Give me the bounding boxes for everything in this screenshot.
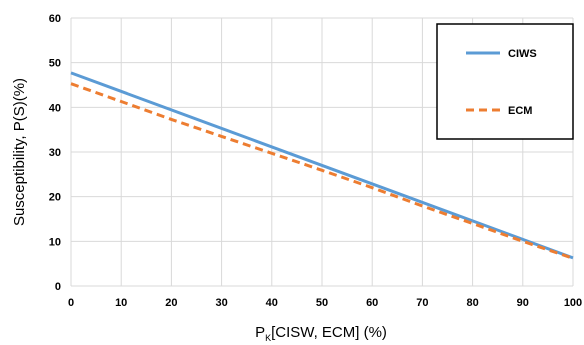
x-axis-title-prefix: P	[255, 324, 265, 341]
x-tick-label: 70	[416, 297, 428, 309]
x-axis-title-subscript: K	[265, 333, 271, 343]
x-axis-title: PK[CISW, ECM] (%)	[255, 324, 387, 343]
series-line-ciws	[70, 71, 574, 260]
grid	[70, 17, 574, 287]
y-tick-label: 50	[49, 58, 61, 70]
x-axis-title-rest: [CISW, ECM] (%)	[271, 324, 387, 341]
y-axis-ticks: 0 10 20 30 40 50 60	[49, 13, 61, 293]
x-tick-label: 0	[68, 297, 74, 309]
y-tick-label: 60	[49, 13, 61, 25]
x-tick-label: 20	[165, 297, 177, 309]
x-tick-label: 80	[466, 297, 478, 309]
legend-label-ecm: ECM	[508, 105, 532, 117]
y-tick-label: 30	[49, 147, 61, 159]
x-tick-label: 10	[115, 297, 127, 309]
series-line-ecm	[70, 82, 574, 260]
x-tick-label: 50	[316, 297, 328, 309]
y-tick-label: 10	[49, 236, 61, 248]
x-tick-label: 40	[266, 297, 278, 309]
x-tick-label: 90	[517, 297, 529, 309]
y-tick-label: 20	[49, 192, 61, 204]
legend-box	[436, 23, 574, 140]
x-tick-label: 30	[215, 297, 227, 309]
x-axis-ticks: 0 10 20 30 40 50 60 70 80 90 100	[68, 297, 582, 309]
legend: CIWS ECM	[436, 23, 574, 140]
plot-area	[70, 71, 574, 260]
y-axis-title: Susceptibility, P(S)(%)	[11, 78, 28, 226]
y-tick-label: 0	[55, 281, 61, 293]
y-tick-label: 40	[49, 102, 61, 114]
x-tick-label: 100	[564, 297, 582, 309]
x-tick-label: 60	[366, 297, 378, 309]
legend-label-ciws: CIWS	[508, 48, 537, 60]
